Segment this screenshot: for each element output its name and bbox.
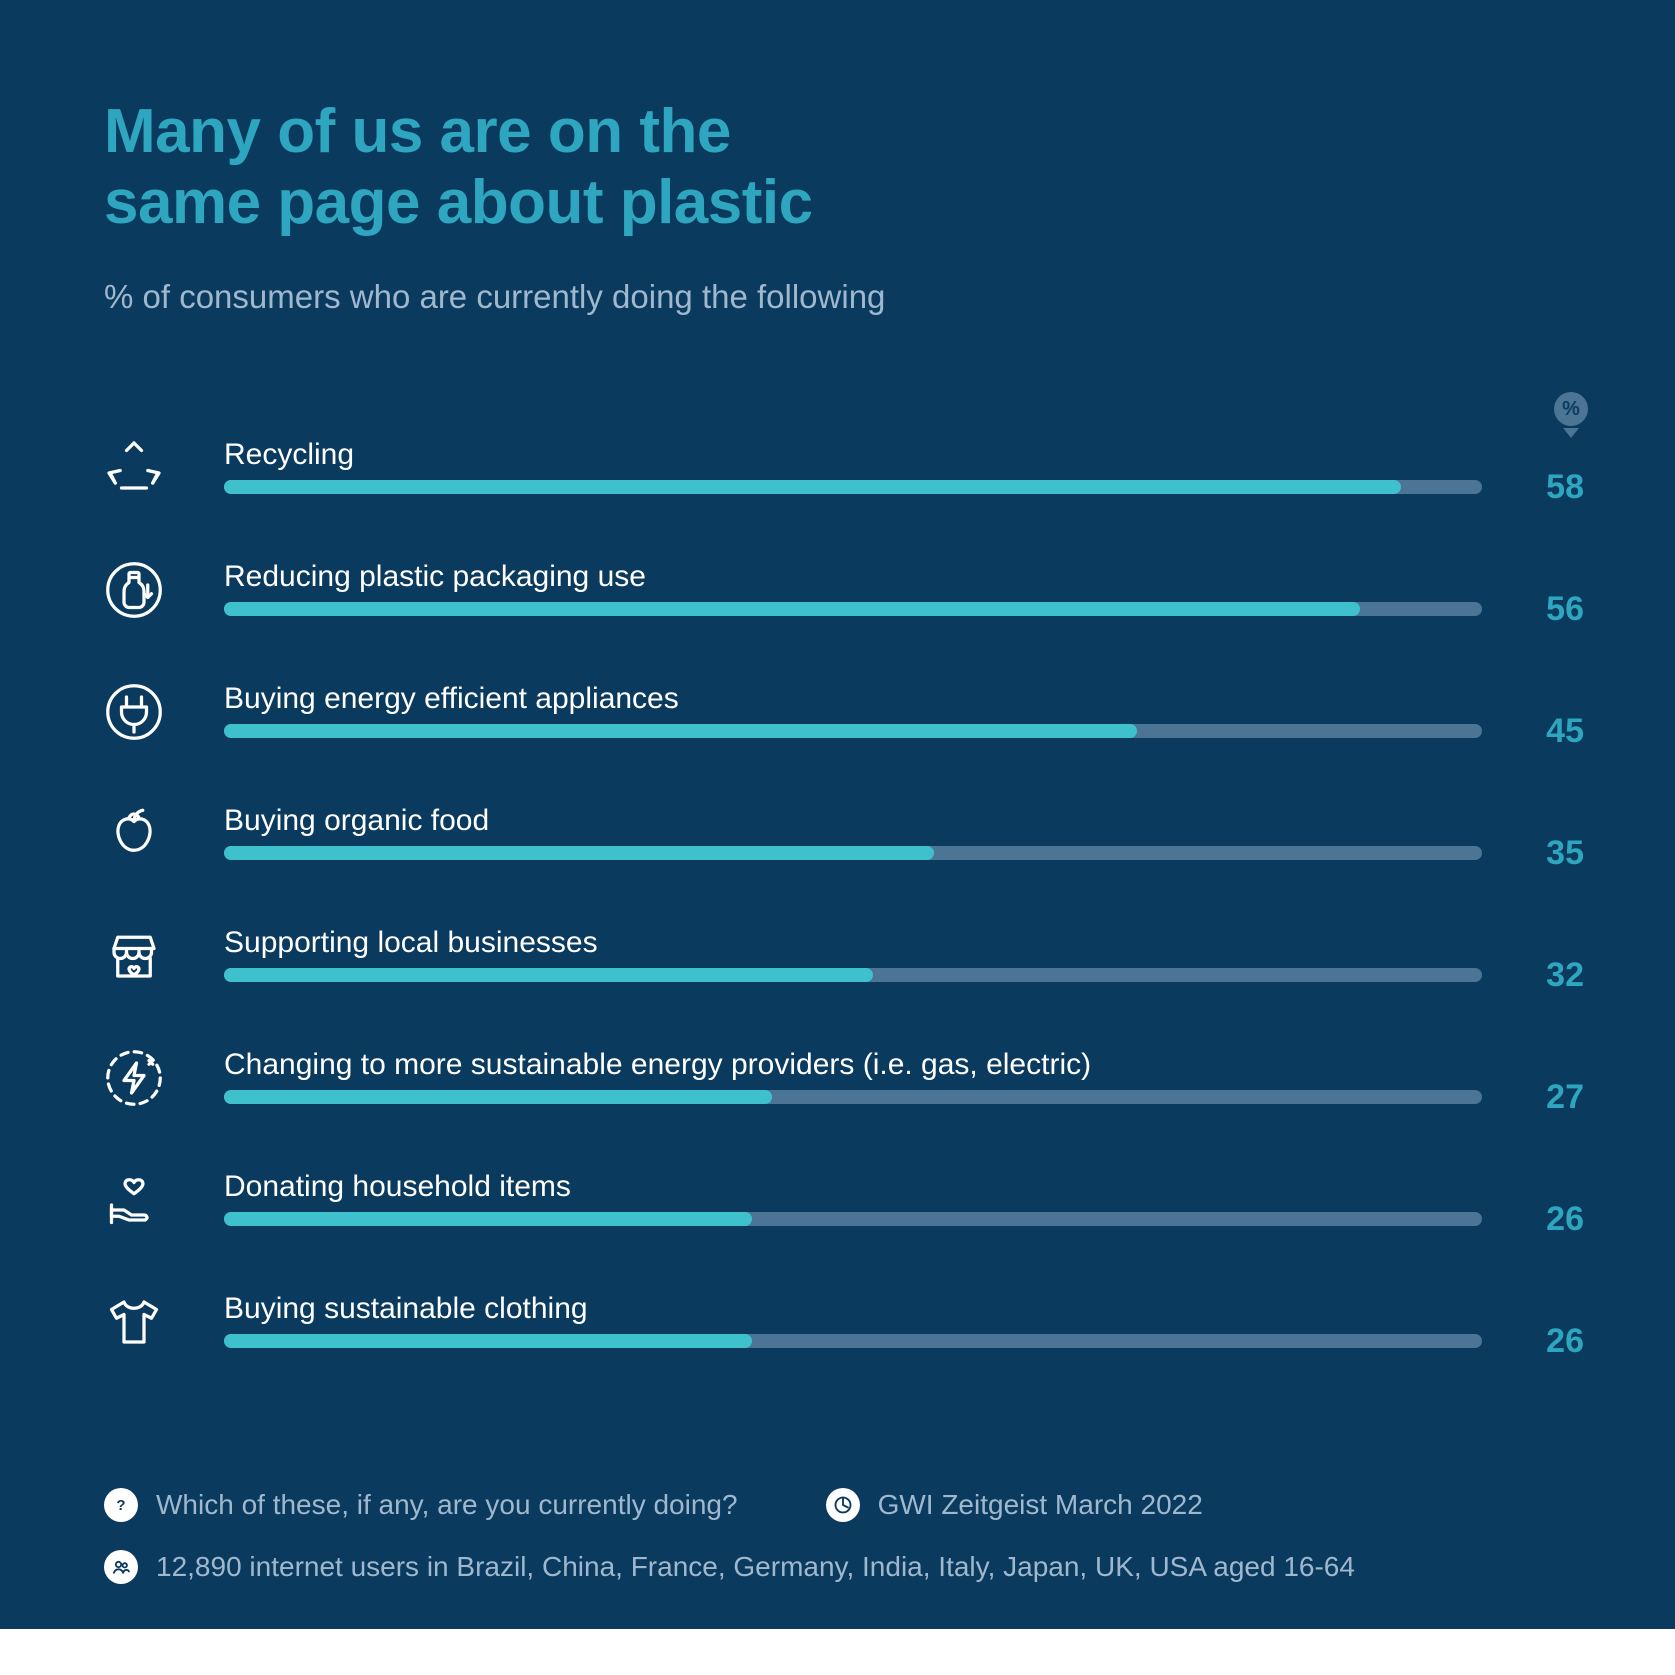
- bar-fill: [224, 968, 873, 982]
- bar-fill: [224, 846, 934, 860]
- donate-icon: [104, 1170, 164, 1230]
- chart-row: Changing to more sustainable energy prov…: [0, 1048, 1675, 1170]
- bar-fill: [224, 1212, 752, 1226]
- canvas: Many of us are on the same page about pl…: [0, 0, 1675, 1675]
- footer-question-text: Which of these, if any, are you currentl…: [156, 1489, 738, 1521]
- bar-fill: [224, 1334, 752, 1348]
- bar-track: [224, 480, 1482, 494]
- chart-row: Reducing plastic packaging use 56: [0, 560, 1675, 682]
- footer-source-group: GWI Zeitgeist March 2022: [826, 1488, 1203, 1522]
- footer-source-text: GWI Zeitgeist March 2022: [878, 1489, 1203, 1521]
- bar-fill: [224, 724, 1137, 738]
- chart-panel: Many of us are on the same page about pl…: [0, 0, 1675, 1629]
- footer-question-group: ? Which of these, if any, are you curren…: [104, 1488, 738, 1522]
- chart-row: Buying energy efficient appliances 45: [0, 682, 1675, 804]
- chart-row: Donating household items 26: [0, 1170, 1675, 1292]
- footer-sample-text: 12,890 internet users in Brazil, China, …: [156, 1551, 1355, 1583]
- chart-row: Supporting local businesses 32: [0, 926, 1675, 1048]
- source-icon: [826, 1488, 860, 1522]
- bottle-icon: [104, 560, 164, 620]
- bolt-icon: [104, 1048, 164, 1108]
- bar-track: [224, 1212, 1482, 1226]
- row-value: 56: [1546, 590, 1584, 629]
- plug-icon: [104, 682, 164, 742]
- row-value: 27: [1546, 1078, 1584, 1117]
- svg-text:?: ?: [116, 1497, 125, 1514]
- row-label: Reducing plastic packaging use: [224, 560, 646, 594]
- row-value: 26: [1546, 1322, 1584, 1361]
- footer-line-1: ? Which of these, if any, are you curren…: [104, 1488, 1355, 1522]
- people-icon: [104, 1550, 138, 1584]
- row-label: Supporting local businesses: [224, 926, 598, 960]
- recycle-icon: [104, 438, 164, 498]
- row-value: 32: [1546, 956, 1584, 995]
- row-label: Changing to more sustainable energy prov…: [224, 1048, 1091, 1082]
- row-label: Buying energy efficient appliances: [224, 682, 679, 716]
- shop-icon: [104, 926, 164, 986]
- bar-track: [224, 602, 1482, 616]
- apple-icon: [104, 804, 164, 864]
- chart-row: Buying organic food 35: [0, 804, 1675, 926]
- footer-line-2: 12,890 internet users in Brazil, China, …: [104, 1550, 1355, 1584]
- bar-fill: [224, 602, 1360, 616]
- chart-rows: Recycling 58 Reducing plastic packaging u…: [0, 0, 1675, 1629]
- row-label: Buying sustainable clothing: [224, 1292, 588, 1326]
- chart-row: Buying sustainable clothing 26: [0, 1292, 1675, 1414]
- bar-track: [224, 968, 1482, 982]
- bar-track: [224, 1090, 1482, 1104]
- row-label: Buying organic food: [224, 804, 489, 838]
- row-value: 26: [1546, 1200, 1584, 1239]
- chart-footer: ? Which of these, if any, are you curren…: [104, 1488, 1355, 1584]
- row-value: 35: [1546, 834, 1584, 873]
- bar-track: [224, 846, 1482, 860]
- chart-row: Recycling 58: [0, 438, 1675, 560]
- bar-fill: [224, 1090, 772, 1104]
- bar-track: [224, 1334, 1482, 1348]
- row-value: 45: [1546, 712, 1584, 751]
- row-value: 58: [1546, 468, 1584, 507]
- row-label: Donating household items: [224, 1170, 571, 1204]
- question-icon: ?: [104, 1488, 138, 1522]
- tshirt-icon: [104, 1292, 164, 1352]
- row-label: Recycling: [224, 438, 354, 472]
- bar-fill: [224, 480, 1401, 494]
- bar-track: [224, 724, 1482, 738]
